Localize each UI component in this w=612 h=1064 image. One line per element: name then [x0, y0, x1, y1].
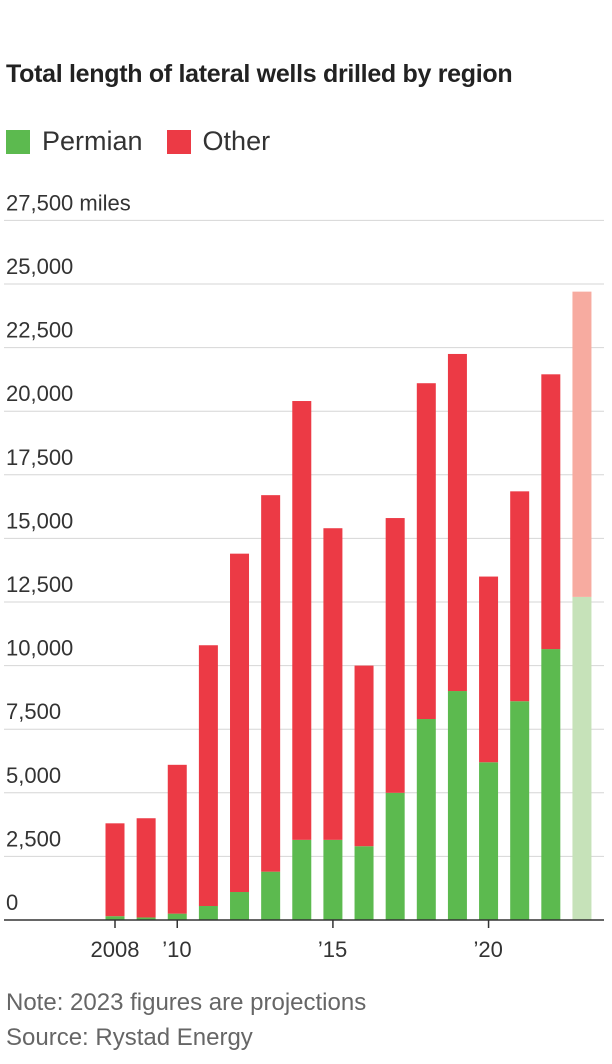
bar-other-2008	[105, 823, 125, 917]
x-tick-label: ’10	[162, 937, 191, 962]
legend-label-permian: Permian	[42, 126, 143, 156]
bar-permian-2021	[510, 701, 530, 920]
bar-permian-2013	[261, 871, 281, 920]
footnote-source: Source: Rystad Energy	[6, 1024, 253, 1051]
y-tick-label: 0	[6, 890, 18, 915]
y-tick-label: 25,000	[6, 254, 73, 279]
bar-other-2016	[354, 665, 374, 847]
bar-other-2013	[261, 495, 281, 872]
bar-other-2014	[292, 401, 312, 840]
y-tick-label: 12,500	[6, 572, 73, 597]
x-tick-label: ’20	[474, 937, 503, 962]
bar-permian-2011	[198, 906, 218, 920]
bar-permian-2014	[292, 839, 312, 920]
bar-other-2022	[541, 374, 561, 650]
bar-permian-2012	[230, 892, 250, 920]
bar-permian-2016	[354, 846, 374, 920]
bar-permian-2008	[105, 916, 125, 920]
y-tick-label: 27,500 miles	[6, 190, 131, 215]
footnote-note: Note: 2023 figures are projections	[6, 989, 367, 1016]
bar-permian-2022	[541, 649, 561, 920]
bar-permian-2017	[385, 792, 405, 920]
bar-permian-2018	[416, 719, 436, 920]
y-tick-label: 10,000	[6, 636, 73, 661]
bar-other-2010	[167, 764, 187, 914]
bar-other-2017	[385, 518, 405, 793]
bar-other-2019	[447, 353, 467, 692]
bar-permian-2010	[167, 913, 187, 920]
y-tick-label: 17,500	[6, 445, 73, 470]
bar-other-2012	[230, 553, 250, 893]
chart-title: Total length of lateral wells drilled by…	[6, 60, 513, 88]
bar-other-2011	[198, 645, 218, 907]
bar-permian-2009	[136, 917, 156, 920]
legend-swatch-other	[166, 129, 191, 154]
x-tick-label: ’15	[318, 937, 347, 962]
bar-other-2020	[479, 576, 499, 763]
x-tick-label: 2008	[91, 937, 140, 962]
bar-permian-2020	[479, 762, 499, 920]
bar-other-2015	[323, 528, 343, 840]
y-tick-label: 2,500	[6, 826, 61, 851]
bar-permian-2019	[447, 691, 467, 920]
y-tick-label: 22,500	[6, 318, 73, 343]
y-tick-label: 15,000	[6, 508, 73, 533]
bar-other-2021	[510, 491, 530, 702]
y-tick-label: 7,500	[6, 699, 61, 724]
legend-label-other: Other	[202, 126, 271, 156]
legend: Permian Other	[6, 126, 294, 157]
bar-other-2023	[572, 291, 592, 597]
legend-item-other: Other	[166, 126, 271, 157]
bar-other-2018	[416, 383, 436, 720]
bar-permian-2015	[323, 839, 343, 920]
y-tick-label: 20,000	[6, 381, 73, 406]
y-tick-label: 5,000	[6, 763, 61, 788]
legend-item-permian: Permian	[6, 126, 143, 157]
legend-swatch-permian	[6, 129, 30, 154]
bar-other-2009	[136, 818, 156, 918]
stacked-bar-chart: 0 2,500 5,000 7,500 10,000 12,500 15,000 17,500…	[4, 190, 604, 962]
bar-permian-2023	[572, 596, 592, 920]
